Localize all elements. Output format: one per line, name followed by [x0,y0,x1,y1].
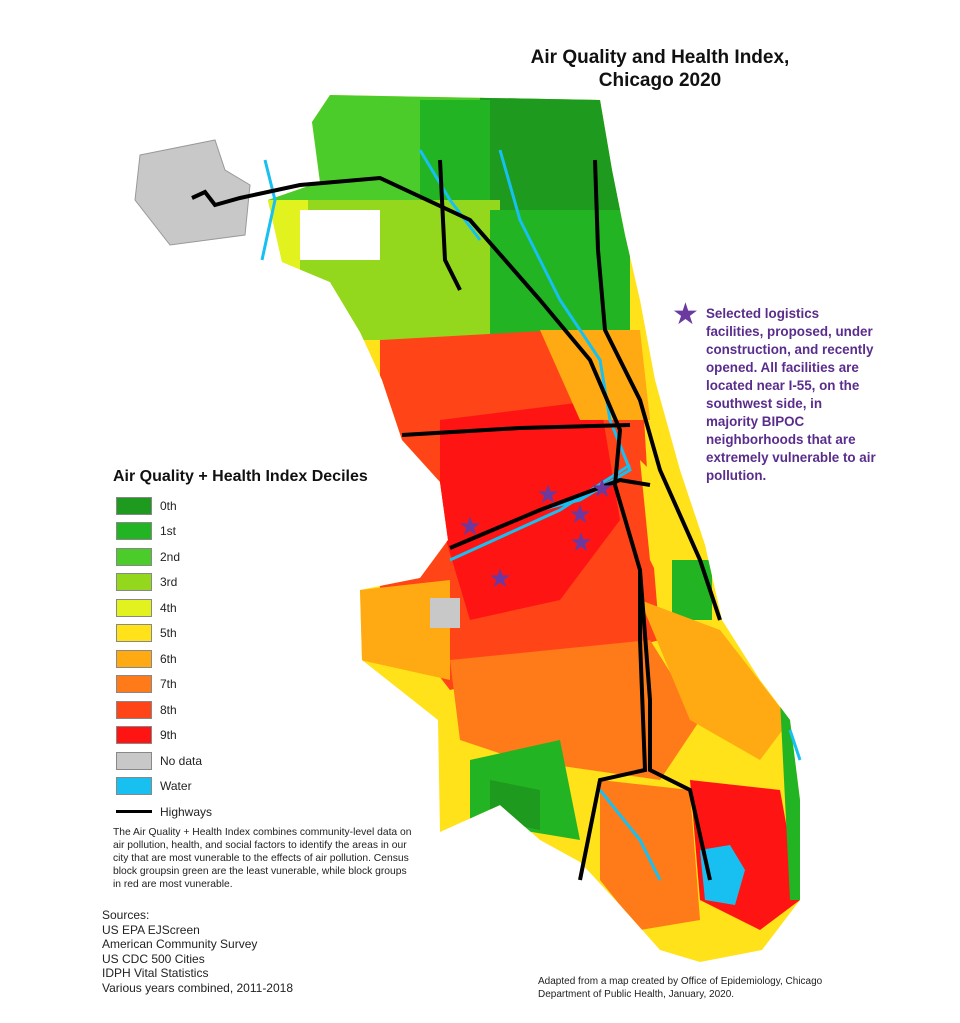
legend-label: No data [160,753,203,768]
legend-swatch [116,496,152,515]
star-icon: ★ [590,473,613,503]
legend: 0th 1st 2nd 3rd 4th 5th 6th 7th 8th 9th No data Wat… [116,493,212,825]
legend-swatch [116,726,152,745]
sources: Sources: US EPA EJScreen American Communit… [102,908,293,995]
source-line: Various years combined, 2011-2018 [102,980,294,995]
legend-item: 4th [116,595,212,621]
source-line: American Community Survey [102,937,258,951]
legend-swatch [116,624,152,643]
legend-item: 1st [116,519,212,545]
legend-item: No data [116,748,212,774]
legend-label: 8th [160,702,177,717]
legend-item: 2nd [116,544,212,570]
legend-label: 4th [160,600,177,615]
star-icon: ★ [672,298,699,331]
legend-label: Water [160,779,192,794]
highways [191,159,722,881]
legend-item: 5th [116,621,212,647]
rivers [260,149,802,881]
star-icon: ★ [536,479,559,509]
star-icon: ★ [488,563,511,593]
legend-swatch [116,700,152,719]
source-line: Sources: [102,908,150,922]
ohare-no-data [134,139,251,246]
legend-label: 7th [160,677,177,692]
legend-swatch [116,547,152,566]
legend-swatch [116,751,152,770]
legend-swatch [116,598,152,617]
source-line: IDPH Vital Statistics [102,966,209,980]
legend-label: 2nd [160,549,181,564]
legend-swatch [116,573,152,592]
legend-swatch [116,522,152,541]
legend-label: 6th [160,651,177,666]
legend-label: 9th [160,728,177,743]
legend-label: 5th [160,626,177,641]
highway-line-icon [116,810,152,814]
legend-item: 0th [116,493,212,519]
legend-item: 7th [116,672,212,698]
star-icon: ★ [569,527,592,557]
legend-item: 6th [116,646,212,672]
star-icon: ★ [568,499,591,529]
legend-swatch [116,675,152,694]
annotation-text: Selected logistics facilities, proposed,… [706,306,876,483]
map-title: Air Quality and Health Index, Chicago 20… [530,47,790,91]
legend-item: 3rd [116,570,212,596]
legend-item: 8th [116,697,212,723]
legend-swatch [116,649,152,668]
legend-item: 9th [116,723,212,749]
legend-label: 3rd [160,575,178,590]
legend-label: 1st [160,524,177,539]
legend-item: Water [116,774,212,800]
legend-title: Air Quality + Health Index Deciles [113,468,368,485]
legend-label: Highways [160,804,213,819]
legend-item-highways: Highways [116,799,212,825]
star-icon: ★ [458,511,481,541]
facility-stars: ★ ★ ★ ★ ★ ★ [458,473,613,593]
legend-label: 0th [160,498,177,513]
legend-swatch [116,777,152,796]
credit: Adapted from a map created by Office of … [538,976,823,1000]
description: The Air Quality + Health Index combines … [113,827,412,890]
source-line: US EPA EJScreen [102,922,200,937]
source-line: US CDC 500 Cities [102,951,205,966]
